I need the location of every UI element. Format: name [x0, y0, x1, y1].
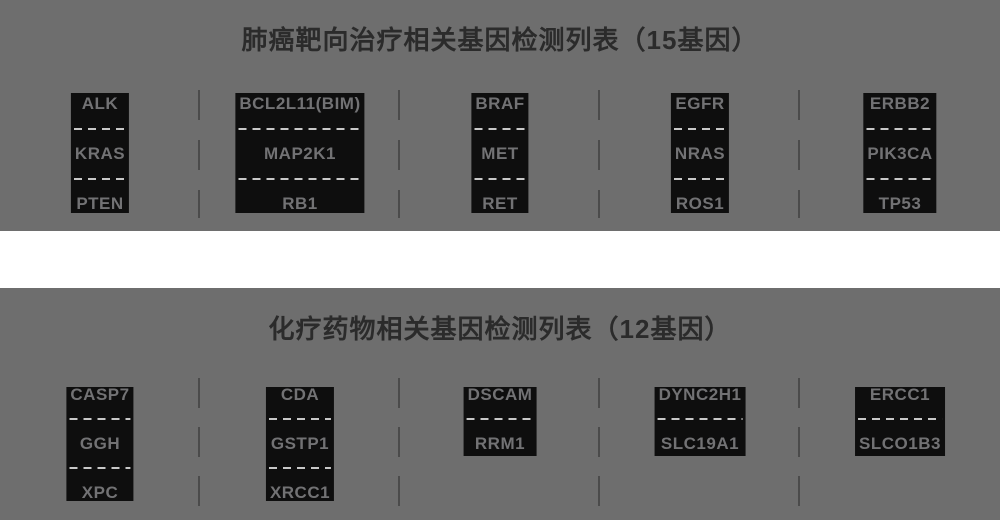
gene-cell: NRAS — [671, 128, 729, 179]
gene-block: CASP7 GGH XPC — [66, 387, 134, 502]
column-separator — [398, 378, 400, 507]
gene-cell: ALK — [71, 93, 129, 129]
gene-cell: XPC — [66, 467, 133, 502]
gene-cell: RRM1 — [464, 418, 537, 456]
gene-cell: CASP7 — [66, 387, 133, 419]
gene-cell: ERBB2 — [863, 93, 936, 129]
gene-cell: BCL2L11(BIM) — [235, 93, 364, 129]
gene-cell: ERCC1 — [855, 387, 945, 419]
gene-cell: DYNC2H1 — [655, 387, 746, 419]
gene-label: GSTP1 — [270, 433, 330, 453]
gene-cell: PTEN — [71, 178, 129, 213]
gene-cell: TP53 — [863, 178, 936, 213]
gene-label: EGFR — [675, 94, 725, 113]
gene-label: RET — [482, 194, 518, 213]
gene-label: SLCO1B3 — [859, 433, 941, 453]
gene-cell: PIK3CA — [863, 128, 936, 179]
gene-label: ERCC1 — [869, 387, 931, 404]
column-separator — [798, 378, 800, 507]
column-separator — [598, 378, 600, 507]
panel-chemotherapy-genes: 化疗药物相关基因检测列表（12基因） CASP7 GGH XPC CDA GST… — [0, 288, 1000, 520]
gene-cell: XRCC1 — [266, 467, 334, 502]
gene-label: XPC — [81, 482, 119, 502]
gene-label: SLC19A1 — [660, 433, 740, 453]
gene-label: ERBB2 — [869, 94, 931, 113]
gene-label: MET — [481, 144, 519, 163]
column-separator — [398, 90, 400, 218]
gene-block: DYNC2H1 SLC19A1 — [654, 387, 746, 456]
gene-label: CASP7 — [70, 387, 130, 404]
gene-cell: SLCO1B3 — [855, 418, 945, 456]
gene-cell: GSTP1 — [266, 418, 334, 468]
panel-title: 化疗药物相关基因检测列表（12基因） — [268, 314, 732, 344]
gene-cell: SLC19A1 — [655, 418, 746, 456]
gene-block: BCL2L11(BIM) MAP2K1 RB1 — [235, 93, 365, 213]
gene-label: NRAS — [674, 144, 726, 163]
column-separator — [198, 378, 200, 507]
gene-label: RB1 — [282, 194, 318, 213]
panel-title: 肺癌靶向治疗相关基因检测列表（15基因） — [241, 25, 759, 55]
gene-label: PIK3CA — [867, 144, 933, 163]
gene-cell: BRAF — [471, 93, 528, 129]
gene-block: ALK KRAS PTEN — [70, 93, 130, 213]
panel-targeted-therapy-genes: 肺癌靶向治疗相关基因检测列表（15基因） ALK KRAS PTEN BCL2L… — [0, 0, 1000, 231]
gene-cell: MET — [471, 128, 528, 179]
gene-cell: DSCAM — [464, 387, 537, 419]
gene-label: KRAS — [74, 144, 126, 163]
gene-label: BRAF — [475, 94, 525, 113]
gene-block: CDA GSTP1 XRCC1 — [265, 387, 335, 502]
gene-cell: KRAS — [71, 128, 129, 179]
column-separator — [598, 90, 600, 218]
gene-cell: EGFR — [671, 93, 729, 129]
gene-block: DSCAM RRM1 — [463, 387, 537, 456]
gene-label: DYNC2H1 — [658, 387, 742, 404]
gene-label: ROS1 — [675, 194, 725, 213]
gene-cell: ROS1 — [671, 178, 729, 213]
gene-cell: MAP2K1 — [235, 128, 364, 179]
column-separator — [198, 90, 200, 218]
gene-cell: RB1 — [235, 178, 364, 213]
gene-label: ALK — [81, 94, 119, 113]
gene-label: DSCAM — [467, 387, 533, 404]
gene-label: TP53 — [878, 194, 922, 213]
gene-label: CDA — [280, 387, 320, 404]
gene-cell: CDA — [266, 387, 334, 419]
gene-label: XRCC1 — [269, 482, 331, 502]
gene-cell: RET — [471, 178, 528, 213]
gene-label: BCL2L11(BIM) — [239, 94, 361, 113]
gene-block: ERBB2 PIK3CA TP53 — [863, 93, 937, 213]
gene-label: MAP2K1 — [264, 144, 336, 163]
gene-block: BRAF MET RET — [471, 93, 529, 213]
column-separator — [798, 90, 800, 218]
gene-block: ERCC1 SLCO1B3 — [855, 387, 945, 456]
gene-cell: GGH — [66, 418, 133, 468]
gene-label: PTEN — [76, 194, 124, 213]
gene-label: RRM1 — [474, 433, 526, 453]
gene-block: EGFR NRAS ROS1 — [670, 93, 730, 213]
gene-label: GGH — [79, 433, 121, 453]
